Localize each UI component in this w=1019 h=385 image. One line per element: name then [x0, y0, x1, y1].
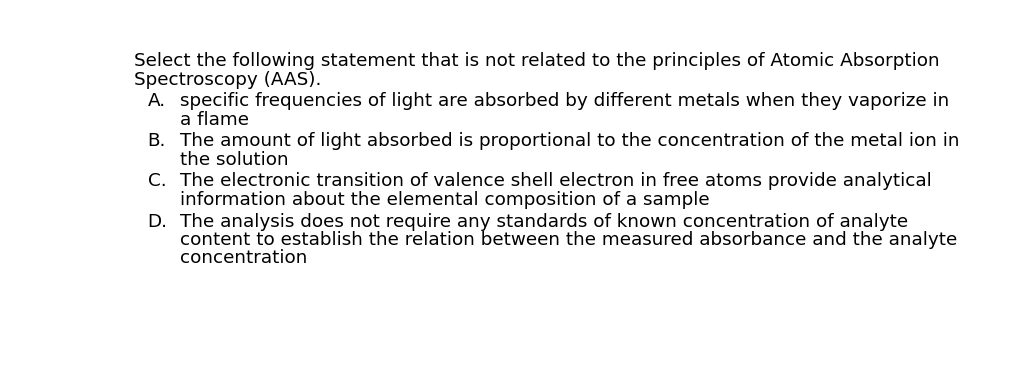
- Text: A.: A.: [148, 92, 166, 110]
- Text: Select the following statement that is not related to the principles of Atomic A: Select the following statement that is n…: [133, 52, 938, 70]
- Text: a flame: a flame: [180, 111, 249, 129]
- Text: information about the elemental composition of a sample: information about the elemental composit…: [180, 191, 709, 209]
- Text: The amount of light absorbed is proportional to the concentration of the metal i: The amount of light absorbed is proporti…: [180, 132, 959, 151]
- Text: B.: B.: [148, 132, 166, 151]
- Text: The analysis does not require any standards of known concentration of analyte: The analysis does not require any standa…: [180, 213, 908, 231]
- Text: D.: D.: [148, 213, 167, 231]
- Text: C.: C.: [148, 172, 166, 191]
- Text: content to establish the relation between the measured absorbance and the analyt: content to establish the relation betwee…: [180, 231, 957, 249]
- Text: concentration: concentration: [180, 249, 308, 268]
- Text: the solution: the solution: [180, 151, 288, 169]
- Text: The electronic transition of valence shell electron in free atoms provide analyt: The electronic transition of valence she…: [180, 172, 931, 191]
- Text: Spectroscopy (AAS).: Spectroscopy (AAS).: [133, 71, 321, 89]
- Text: specific frequencies of light are absorbed by different metals when they vaporiz: specific frequencies of light are absorb…: [180, 92, 949, 110]
